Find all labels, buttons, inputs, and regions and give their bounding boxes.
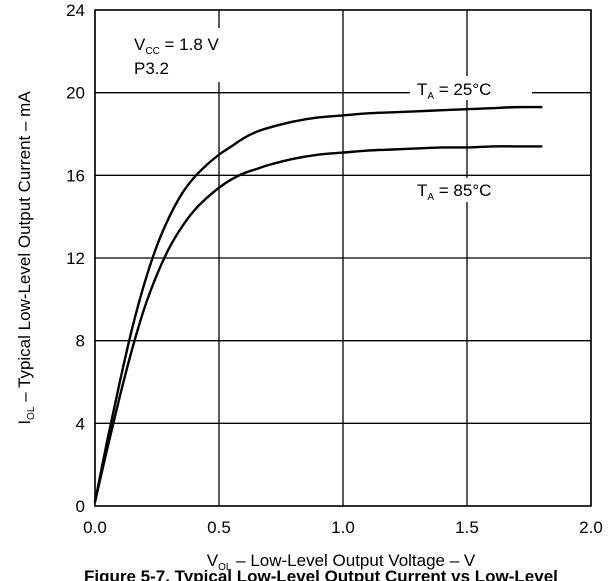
x-tick-label: 2.0 <box>579 518 603 537</box>
y-tick-label: 8 <box>76 332 85 351</box>
y-tick-label: 0 <box>76 497 85 516</box>
annotation-pin: P3.2 <box>134 59 169 78</box>
y-tick-label: 12 <box>66 249 85 268</box>
y-tick-label: 24 <box>66 1 85 20</box>
series-line-25c <box>95 107 541 502</box>
figure-caption: Figure 5-7. Typical Low-Level Output Cur… <box>84 567 558 581</box>
x-tick-label: 0.0 <box>83 518 107 537</box>
x-tick-label: 1.5 <box>455 518 479 537</box>
y-tick-label: 4 <box>76 414 85 433</box>
x-tick-labels: 0.0 0.5 1.0 1.5 2.0 <box>83 518 603 537</box>
y-tick-labels: 0 4 8 12 16 20 24 <box>66 1 85 516</box>
x-tick-label: 1.0 <box>331 518 355 537</box>
y-axis-title: IOL – Typical Low-Level Output Current –… <box>15 91 37 425</box>
y-tick-label: 20 <box>66 84 85 103</box>
y-tick-label: 16 <box>66 166 85 185</box>
x-tick-label: 0.5 <box>207 518 231 537</box>
data-curves <box>95 107 541 502</box>
